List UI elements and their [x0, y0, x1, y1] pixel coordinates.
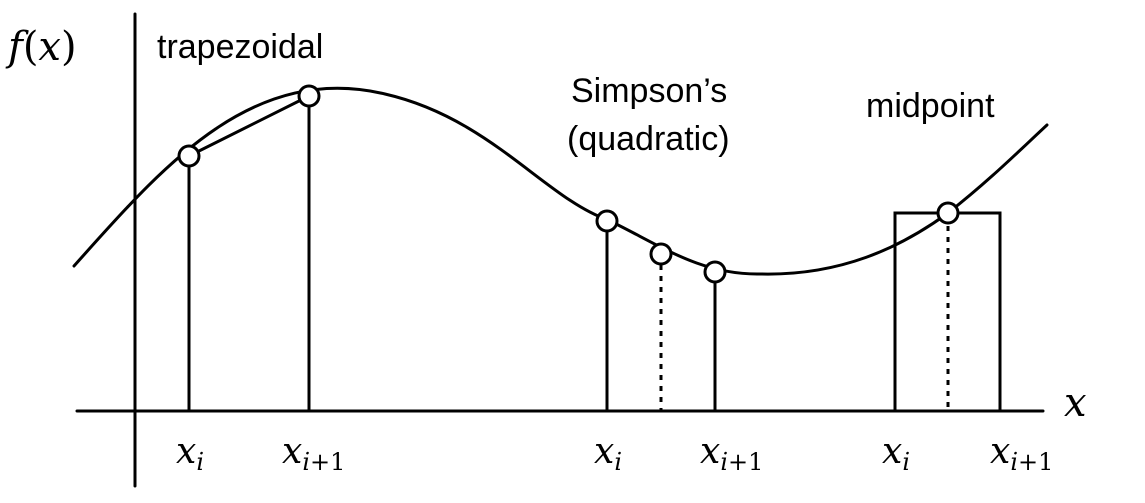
midpoint-point — [936, 201, 960, 225]
trapezoid-point-right — [297, 84, 321, 108]
trapezoid-point-left — [177, 144, 201, 168]
midpoint-tick-xi: xi — [882, 431, 910, 476]
y-axis-label: f(x) — [5, 24, 77, 70]
trapezoidal-group — [177, 84, 321, 413]
simpson-label-line2: (quadratic) — [567, 120, 730, 158]
simpson-group — [595, 209, 727, 413]
simpson-point-right — [703, 260, 727, 284]
trapezoidal-label: trapezoidal — [157, 28, 323, 66]
simpson-tick-xi: xi — [594, 431, 622, 476]
trapezoidal-tick-xi: xi — [176, 431, 204, 476]
trapezoid-top-chord — [187, 94, 311, 158]
x-axis-label: x — [1064, 380, 1087, 426]
midpoint-group — [893, 201, 1002, 413]
midpoint-tick-xi1: xi+1 — [990, 431, 1053, 476]
simpson-point-left — [595, 209, 619, 233]
simpson-point-mid — [649, 242, 673, 266]
midpoint-label: midpoint — [866, 87, 995, 125]
trapezoidal-tick-xi1: xi+1 — [282, 431, 345, 476]
simpson-label-line1: Simpson’s — [571, 72, 727, 110]
simpson-tick-xi1: xi+1 — [700, 431, 763, 476]
